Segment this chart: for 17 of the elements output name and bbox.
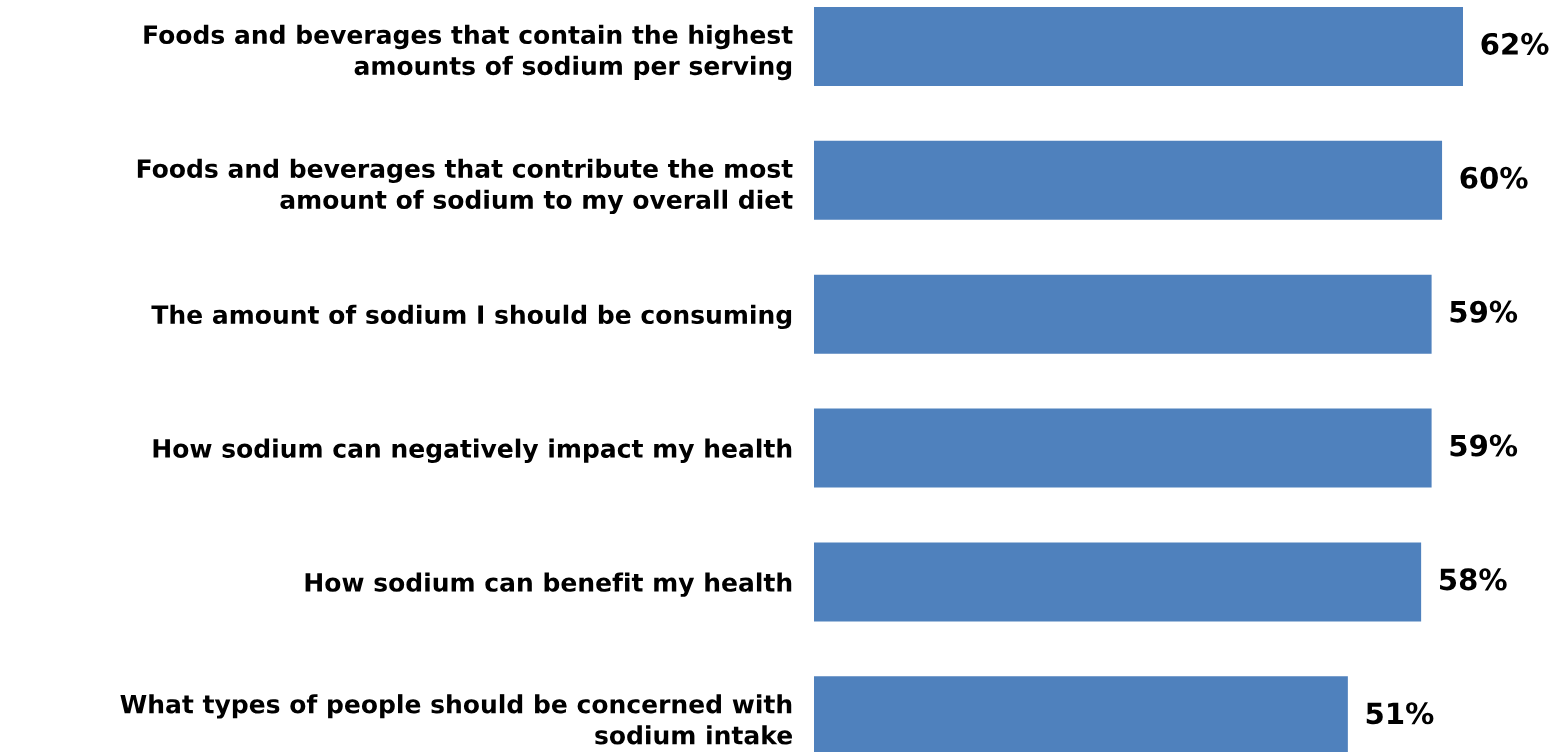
bar	[814, 6, 1463, 86]
y-tick-label: How sodium can negatively impact my health	[153, 438, 792, 463]
y-tick-label: What types of people should be concerned with sodium intake	[120, 694, 792, 745]
y-tick-label: The amount of sodium I should be consuming	[151, 304, 792, 330]
bar	[814, 542, 1422, 622]
bar	[814, 408, 1432, 488]
data-label: 51%	[1366, 702, 1434, 725]
data-label: 58%	[1440, 568, 1507, 591]
data-label: 60%	[1460, 166, 1528, 189]
data-label: 62%	[1481, 32, 1549, 55]
y-tick-label: Foods and beverages that contain the highest amounts of sodium per serving	[144, 24, 793, 81]
bar	[814, 140, 1443, 220]
y-tick-label: How sodium can benefit my health	[305, 572, 792, 597]
y-tick-label: Foods and beverages that contribute the most amount of sodium to my overall diet	[137, 158, 793, 215]
bar	[814, 274, 1432, 354]
data-label: 59%	[1450, 434, 1518, 457]
data-label: 59%	[1450, 300, 1518, 323]
